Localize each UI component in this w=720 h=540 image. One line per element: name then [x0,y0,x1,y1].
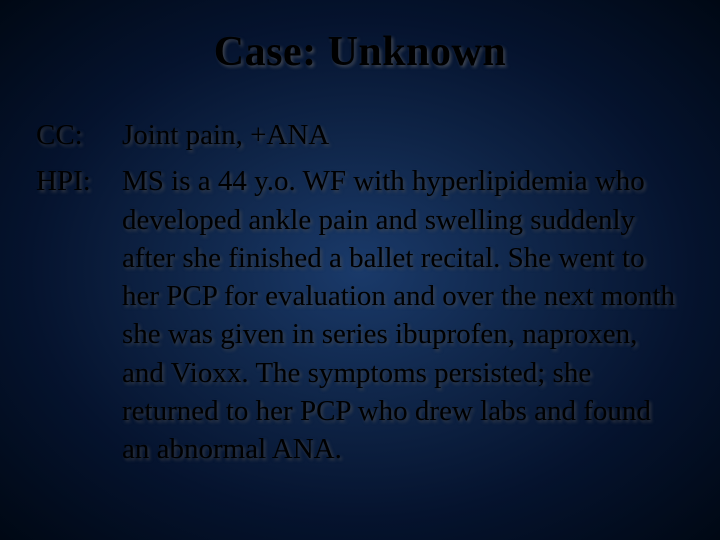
slide-body: CC: Joint pain, +ANA HPI: MS is a 44 y.o… [36,116,684,468]
slide: Case: Unknown CC: Joint pain, +ANA HPI: … [0,0,720,540]
label-hpi: HPI: [36,162,116,468]
label-cc: CC: [36,116,116,154]
value-hpi: MS is a 44 y.o. WF with hyperlipidemia w… [122,162,684,468]
value-cc: Joint pain, +ANA [122,116,684,154]
slide-title: Case: Unknown [36,28,684,76]
